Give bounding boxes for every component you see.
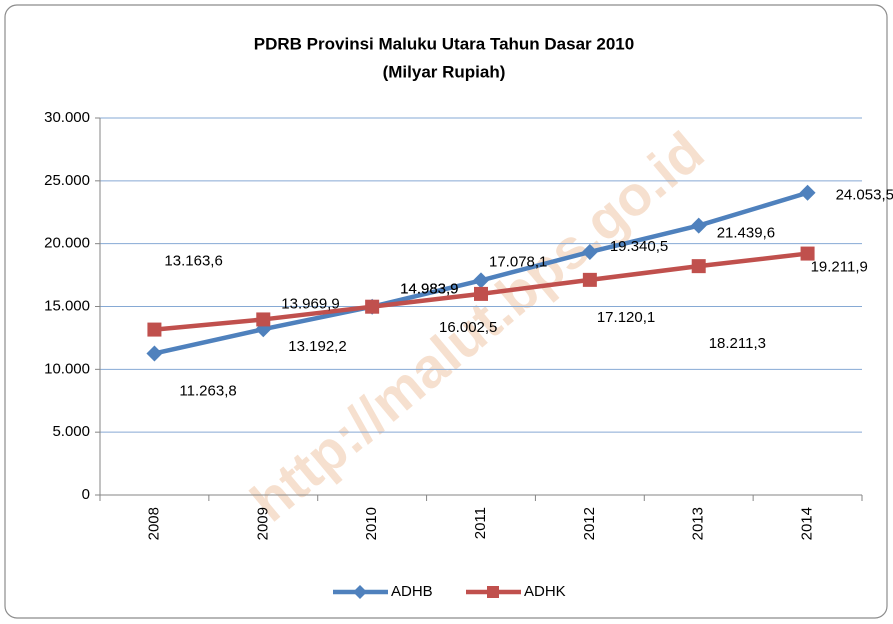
data-label: 16.002,5 bbox=[439, 319, 497, 336]
y-tick-label: 10.000 bbox=[44, 360, 90, 377]
x-tick-label: 2012 bbox=[581, 507, 598, 540]
marker bbox=[146, 345, 163, 362]
data-label: 19.211,9 bbox=[811, 259, 868, 276]
data-label: 17.078,1 bbox=[489, 253, 547, 270]
data-label: 18.211,3 bbox=[709, 335, 766, 352]
marker bbox=[800, 246, 815, 261]
y-tick-label: 15.000 bbox=[44, 297, 90, 314]
x-tick-label: 2011 bbox=[472, 507, 489, 539]
marker bbox=[147, 322, 162, 337]
marker bbox=[256, 312, 271, 327]
x-tick-label: 2008 bbox=[145, 507, 162, 540]
marker bbox=[365, 299, 380, 314]
y-tick-label: 25.000 bbox=[44, 172, 90, 189]
chart-frame bbox=[4, 4, 888, 619]
marker bbox=[799, 184, 816, 201]
data-label: 17.120,1 bbox=[597, 309, 655, 326]
x-tick-label: 2009 bbox=[254, 507, 271, 540]
chart-title: PDRB Provinsi Maluku Utara Tahun Dasar 2… bbox=[254, 34, 634, 53]
marker bbox=[473, 272, 489, 289]
x-tick-label: 2010 bbox=[363, 507, 380, 540]
data-label: 13.163,6 bbox=[164, 253, 222, 270]
y-tick-label: 5.000 bbox=[52, 423, 90, 440]
y-tick-label: 20.000 bbox=[44, 235, 90, 252]
marker bbox=[474, 286, 488, 301]
data-label: 11.263,8 bbox=[179, 382, 236, 399]
legend-marker bbox=[353, 585, 367, 599]
marker bbox=[582, 272, 597, 287]
data-label: 13.192,2 bbox=[288, 338, 346, 355]
marker bbox=[690, 217, 707, 234]
data-label: 14.983,9 bbox=[400, 281, 458, 298]
data-label: 19.340,5 bbox=[610, 238, 668, 255]
data-label: 21.439,6 bbox=[717, 225, 775, 242]
y-tick-label: 0 bbox=[82, 486, 90, 503]
legend-label: ADHK bbox=[524, 583, 566, 600]
marker bbox=[581, 243, 598, 260]
chart-subtitle: (Milyar Rupiah) bbox=[383, 62, 506, 81]
x-tick-label: 2013 bbox=[690, 507, 707, 540]
legend-marker bbox=[487, 586, 499, 598]
marker bbox=[691, 259, 706, 274]
data-label: 13.969,9 bbox=[281, 295, 339, 312]
y-tick-label: 30.000 bbox=[44, 109, 90, 126]
data-label: 24.053,5 bbox=[836, 187, 893, 204]
data-label: 14.983,9 bbox=[400, 281, 458, 298]
x-tick-label: 2014 bbox=[799, 507, 816, 540]
legend-label: ADHB bbox=[391, 583, 433, 600]
